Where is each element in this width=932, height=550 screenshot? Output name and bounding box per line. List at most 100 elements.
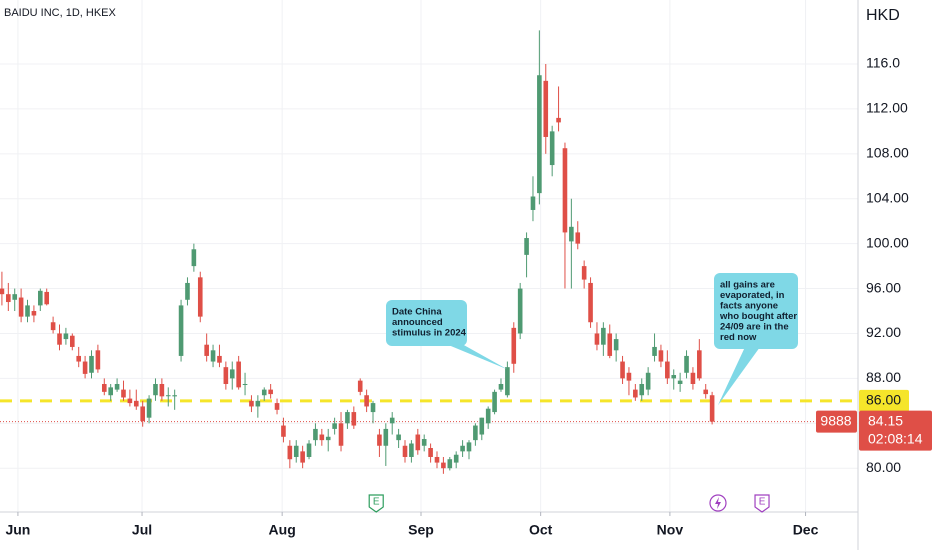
candle-body [313, 428, 318, 441]
callout-text: who bought after [719, 311, 797, 322]
candle-body [357, 380, 363, 392]
candle-body [338, 423, 344, 446]
callout-pointer [446, 344, 508, 370]
candle-body [242, 384, 248, 385]
candle-body [25, 305, 30, 317]
candle-body [210, 350, 216, 362]
candle-body [549, 131, 555, 166]
candle-body [268, 389, 273, 395]
candle-body [185, 282, 190, 300]
candle-body [274, 403, 280, 410]
candle-body [229, 369, 235, 379]
candle-body [575, 232, 581, 244]
candle-body [172, 395, 177, 397]
candle-body [652, 346, 657, 356]
candle-body [12, 294, 18, 300]
candle-body [639, 384, 645, 396]
callout-box [714, 273, 798, 349]
candle-body [6, 294, 11, 303]
y-tick-label: 112.00 [866, 100, 908, 116]
candle-body [453, 454, 459, 463]
candle-body [645, 372, 651, 390]
candle-body [588, 282, 593, 323]
candle-body [658, 350, 664, 362]
candle-body [537, 75, 542, 194]
callout-text: stimulus in 2024 [392, 328, 467, 339]
candle-body [581, 266, 587, 280]
candle-body [613, 339, 619, 351]
x-tick-label: Aug [269, 522, 296, 538]
candle-body [95, 350, 101, 370]
candle-body [153, 384, 158, 396]
x-tick-label: Sep [408, 522, 434, 538]
candle-body [377, 434, 382, 446]
event-marker[interactable]: E [368, 494, 384, 513]
symbol-label: 9888 [820, 412, 851, 428]
candle-body [511, 327, 517, 364]
candle-body [300, 451, 305, 463]
candle-body [703, 389, 709, 395]
candle-body [665, 361, 670, 379]
x-tick-label: Oct [529, 522, 553, 538]
candle-body [479, 417, 485, 435]
lightning-icon[interactable] [709, 494, 727, 512]
candle-body [127, 398, 133, 404]
candle-body [396, 434, 401, 441]
candle-body [101, 384, 107, 392]
event-label: E [373, 497, 380, 508]
candle-body [409, 443, 414, 457]
candle-body [255, 400, 261, 407]
candle-body [607, 333, 613, 356]
callout-text: Date China [392, 307, 442, 318]
event-badge[interactable] [754, 494, 770, 513]
x-tick-label: Jun [5, 522, 30, 538]
candle-body [505, 367, 510, 396]
candle-body [82, 361, 88, 374]
candle-body [415, 434, 421, 451]
candle-body [50, 322, 56, 331]
candle-body [530, 196, 536, 210]
candle-body [178, 305, 184, 356]
candle-body [121, 389, 126, 398]
candle-body [684, 355, 689, 373]
candle-body [633, 389, 638, 398]
candle-body [473, 425, 478, 441]
candle-body [485, 408, 491, 424]
y-tick-label: 92.00 [866, 324, 901, 340]
x-tick-label: Dec [793, 522, 819, 538]
candle-body [31, 311, 37, 316]
candle-body [620, 361, 625, 379]
y-tick-label: 108.00 [866, 145, 909, 161]
callout-box [386, 300, 467, 346]
candle-body [402, 445, 408, 457]
candle-body [690, 372, 696, 384]
candle-body [421, 439, 427, 446]
candle-body [261, 389, 267, 396]
candle-body [677, 380, 683, 384]
candle-body [89, 355, 94, 373]
candle-body [569, 226, 574, 242]
candle-body [57, 333, 62, 345]
y-tick-label: 100.00 [866, 234, 909, 250]
y-tick-label: 116.0 [866, 55, 900, 71]
callout-text: announced [392, 317, 443, 328]
candle-body [671, 375, 677, 379]
y-tick-label: 88.00 [866, 369, 901, 385]
candle-body [383, 428, 389, 446]
candle-body [447, 459, 453, 469]
candle-body [287, 445, 293, 460]
callout-text: red now [720, 332, 757, 343]
candle-body [543, 80, 549, 137]
candle-body [498, 384, 504, 390]
candle-body [0, 288, 5, 295]
candle-body [325, 436, 331, 441]
candle-body [204, 344, 209, 356]
currency-label: HKD [866, 7, 900, 24]
event-badge[interactable] [368, 494, 384, 513]
candle-body [594, 333, 600, 345]
callout-text: 24/09 are in the [720, 322, 789, 333]
candle-body [38, 290, 43, 306]
candle-body [63, 333, 69, 340]
event-marker[interactable]: E [754, 494, 770, 513]
